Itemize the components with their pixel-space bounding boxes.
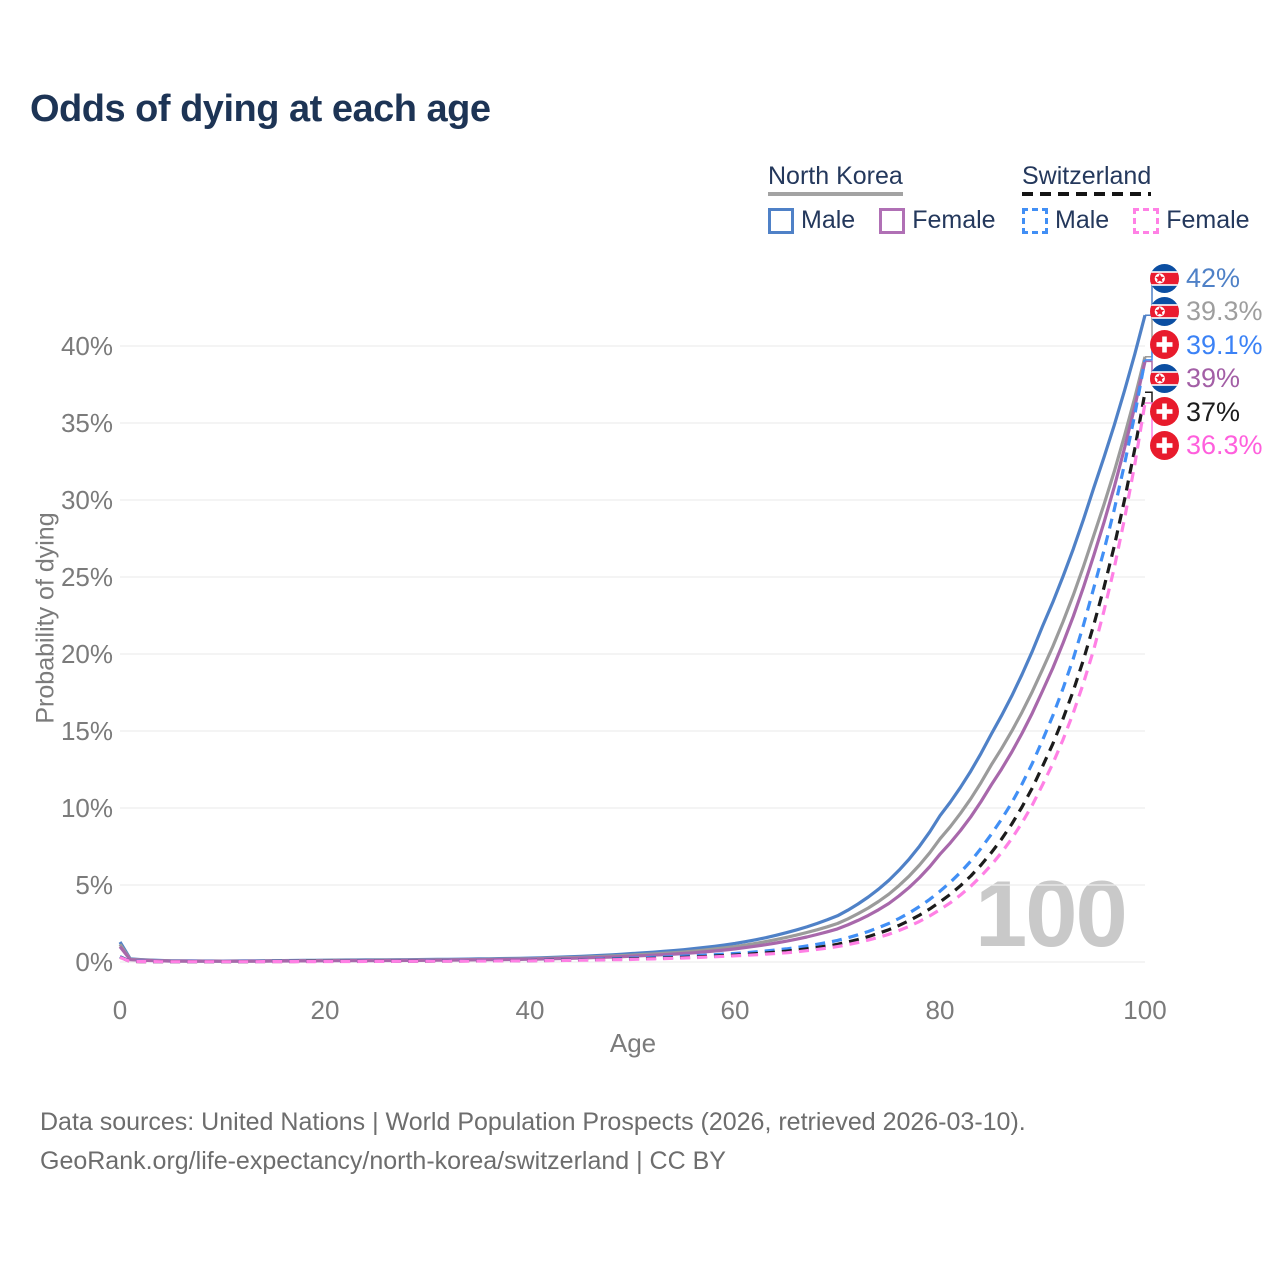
footer-sources: Data sources: United Nations | World Pop… [40,1108,1026,1136]
legend-line-style-sample [768,192,903,196]
series-end-label-north-korea-male[interactable]: 42% [1150,263,1240,293]
legend-item-label: Female [1166,206,1250,234]
north-korea-flag-icon [1150,296,1179,326]
legend-item-north-korea-male[interactable]: Male [768,206,855,235]
series-line-switzerland-female[interactable] [119,402,1147,964]
legend-item-label: Male [1055,206,1110,234]
legend-swatch [879,207,906,234]
y-tick-label: 10% [60,793,113,823]
y-axis-title: Probability of dying [31,512,60,724]
legend-group-switzerland: Switzerland Male Female [1022,163,1274,235]
series-line-north-korea-female[interactable] [118,361,1147,963]
page-title: Odds of dying at each age [30,88,491,130]
legend-line-style-sample [1022,192,1151,196]
legend-swatch [1022,207,1048,234]
legend-item-switzerland-female[interactable]: Female [1133,206,1250,235]
legend-item-label: Female [912,206,996,234]
x-tick-label: 0 [112,995,128,1025]
north-korea-flag-icon [1150,363,1179,393]
series-line-north-korea-both-sexes[interactable] [118,356,1147,963]
end-label-value: 36.3% [1186,430,1263,460]
x-tick-label: 40 [515,995,545,1025]
series-end-label-north-korea-both-sexes[interactable]: 39.3% [1150,296,1263,326]
series-end-label-switzerland-female[interactable]: 36.3% [1150,430,1263,460]
legend-item-switzerland-male[interactable]: Male [1022,206,1109,235]
x-tick-label: 100 [1123,995,1167,1025]
switzerland-flag-icon [1150,430,1179,460]
legend-item-label: Male [801,206,856,234]
series-line-north-korea-male[interactable] [118,314,1147,963]
x-tick-label: 80 [925,995,955,1025]
legend-group-north-korea: North Korea Male Female [768,163,1020,235]
switzerland-flag-icon [1150,397,1179,427]
y-tick-label: 35% [60,408,113,438]
x-axis-title: Age [609,1028,657,1058]
series-line-switzerland-male[interactable] [119,359,1147,964]
legend-group-title: North Korea [768,162,903,190]
series-end-label-switzerland-male[interactable]: 39.1% [1150,330,1263,360]
x-tick-label: 60 [720,995,750,1025]
y-tick-label: 5% [75,870,113,900]
hover-age-watermark: 100 [975,861,1128,966]
end-label-value: 39.3% [1186,296,1263,327]
series-line-switzerland-both-sexes[interactable] [119,391,1147,964]
y-tick-label: 20% [60,639,113,669]
y-tick-label: 30% [60,485,113,515]
end-label-value: 39% [1186,363,1241,394]
switzerland-flag-icon [1150,330,1179,360]
end-label-value: 37% [1186,396,1241,427]
legend-swatch [768,207,794,234]
series-end-label-switzerland-both-sexes[interactable]: 37% [1150,397,1240,427]
legend-swatch [1133,207,1160,234]
y-tick-label: 15% [60,716,113,746]
legend-item-north-korea-female[interactable]: Female [879,206,996,235]
series-end-label-north-korea-female[interactable]: 39% [1150,363,1240,393]
north-korea-flag-icon [1150,263,1179,293]
legend-group-title: Switzerland [1022,162,1152,190]
y-tick-label: 25% [60,562,113,592]
end-label-value: 39.1% [1186,329,1263,360]
x-tick-label: 20 [310,995,340,1025]
footer-attribution: GeoRank.org/life-expectancy/north-korea/… [40,1147,726,1175]
y-tick-label: 0% [75,947,113,977]
end-label-value: 42% [1186,263,1241,293]
y-tick-label: 40% [60,331,113,361]
